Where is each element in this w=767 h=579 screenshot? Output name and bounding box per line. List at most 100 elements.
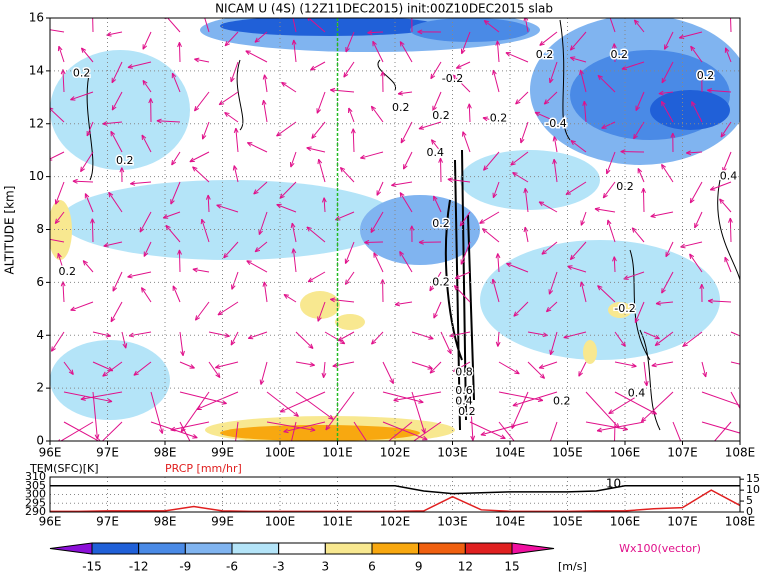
- wind-vector: [344, 62, 354, 77]
- legend-label: PRCP [mm/hr]: [165, 462, 242, 475]
- colorbar-label: 15: [504, 560, 519, 574]
- wind-vector: [232, 272, 238, 289]
- wind-vector: [247, 143, 267, 152]
- wind-vector: [172, 152, 180, 165]
- wind-vector: [431, 62, 441, 79]
- wind-vector: [603, 182, 615, 198]
- wind-vector: [71, 302, 93, 310]
- wind-vector: [218, 302, 238, 315]
- colorbar-box: [92, 543, 139, 554]
- colorbar-box: [185, 543, 232, 554]
- wind-vector: [173, 286, 180, 302]
- wind-vector: [296, 392, 333, 419]
- wind-vector: [516, 92, 528, 104]
- wind-vector: [403, 152, 412, 169]
- wind-vector: [209, 362, 220, 378]
- x-tick-label: 103E: [437, 446, 468, 460]
- wind-vector: [246, 51, 267, 62]
- x-tick-label: 102E: [380, 515, 411, 529]
- contour-label: 0.2: [553, 394, 571, 407]
- wind-vector: [695, 212, 702, 228]
- y-tick-label: 0: [36, 434, 44, 448]
- wind-vector: [725, 257, 731, 272]
- contour-label: 0.2: [536, 48, 554, 61]
- wind-vector: [638, 168, 644, 182]
- wind-vector: [143, 32, 151, 49]
- wind-vector-head: [202, 10, 206, 15]
- wind-vector: [92, 10, 93, 32]
- wind-vector: [434, 302, 441, 318]
- wind-vector: [383, 392, 423, 402]
- wind-vector: [662, 164, 673, 182]
- wind-vector: [702, 422, 746, 435]
- colorbar-label: -15: [82, 560, 102, 574]
- x-tick-label: 104E: [495, 515, 526, 529]
- contour-label: 0.2: [611, 48, 629, 61]
- x-tick-label: 97E: [96, 446, 119, 460]
- wind-vector: [499, 392, 543, 400]
- contour-label: 0.2: [432, 275, 450, 288]
- wind-vector: [482, 229, 499, 242]
- wind-vector: [340, 167, 354, 182]
- x-tick-label: 98E: [154, 515, 177, 529]
- wind-vector: [181, 392, 209, 432]
- wind-vector: [469, 104, 470, 122]
- wind-vector: [267, 392, 298, 416]
- wind-vector: [506, 53, 528, 62]
- wind-vector: [247, 261, 267, 272]
- wind-vector: [151, 422, 197, 438]
- wind-vector: [641, 392, 673, 422]
- contour-label: 0.2: [697, 69, 715, 82]
- x-tick-label: 107E: [667, 515, 698, 529]
- wind-vector: [608, 220, 615, 242]
- wind-vector: [731, 392, 754, 435]
- x-tick-label: 99E: [211, 515, 234, 529]
- colorbar-box: [372, 543, 419, 554]
- wind-vector: [92, 219, 93, 242]
- wind-vector-head: [284, 464, 288, 469]
- wind-vector: [480, 212, 499, 223]
- y-tick-label: 12: [29, 116, 44, 130]
- y-tick-label: 4: [36, 328, 44, 342]
- wind-vector: [111, 302, 122, 322]
- wind-vector: [40, 28, 64, 32]
- x-tick-label: 100E: [265, 446, 296, 460]
- wind-vector-head: [728, 9, 732, 14]
- colorbar-label: 9: [415, 560, 423, 574]
- x-tick-label: 96E: [39, 446, 62, 460]
- wind-vector-head: [41, 237, 46, 241]
- colorbar-box: [232, 543, 279, 554]
- wind-vector: [284, 294, 296, 302]
- wind-vector: [308, 272, 325, 282]
- wind-vector: [325, 332, 345, 344]
- contour-label: 0.8: [455, 365, 473, 378]
- contour-label: 0.2: [116, 154, 134, 167]
- wind-vector: [248, 332, 267, 338]
- wind-vector: [579, 362, 586, 376]
- contour-label: -0.2: [442, 72, 463, 85]
- wind-vector: [180, 392, 227, 403]
- wind-vector-head: [40, 27, 45, 31]
- x-tick-label: 104E: [495, 446, 526, 460]
- contour-label: 0.2: [490, 111, 508, 124]
- y-axis-label: ALTITUDE [km]: [3, 186, 17, 275]
- wind-vector-head: [742, 405, 747, 409]
- wind-vector: [180, 422, 201, 462]
- wind-vector: [193, 167, 209, 182]
- x-tick-label: 108E: [725, 446, 756, 460]
- wind-vector: [528, 362, 545, 378]
- x-tick-label: 101E: [322, 515, 353, 529]
- wind-vector: [383, 362, 393, 384]
- colorbar-box: [139, 543, 186, 554]
- wind-vector-head: [612, 460, 616, 465]
- wind-vector: [165, 14, 180, 32]
- x-tick-label: 105E: [552, 515, 583, 529]
- colorbar-label: -3: [273, 560, 285, 574]
- x-tick-label: 97E: [96, 515, 119, 529]
- wind-vector: [499, 362, 519, 374]
- legend-label: TEM(SFC)[K]: [29, 462, 99, 475]
- wind-vector: [179, 42, 180, 62]
- x-tick-label: 99E: [211, 446, 234, 460]
- contour-label: 0.4: [720, 170, 738, 183]
